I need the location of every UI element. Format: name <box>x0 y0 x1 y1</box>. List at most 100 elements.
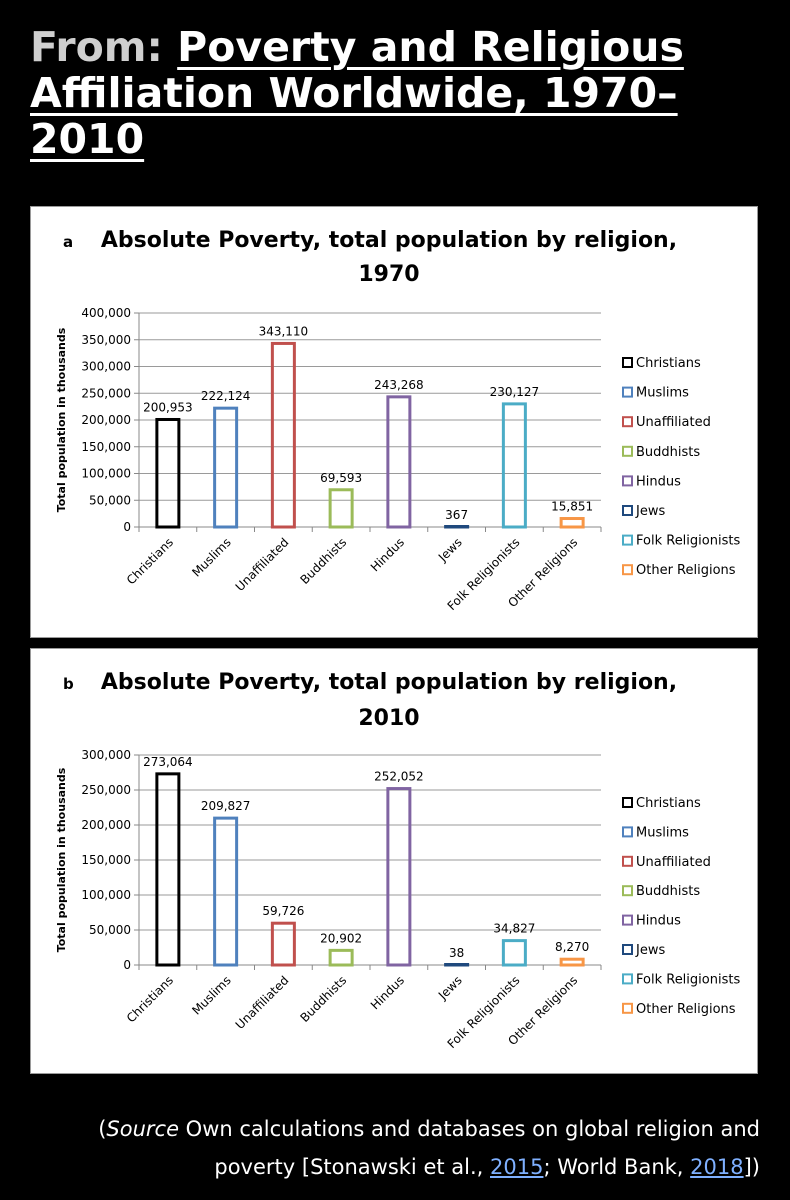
chart-a-svg: a Absolute Poverty, total population by r… <box>55 228 740 613</box>
legend-item: Christians <box>636 356 701 371</box>
y-tick-label: 250,000 <box>81 386 131 400</box>
y-tick-label: 50,000 <box>89 493 131 507</box>
y-tick-label: 100,000 <box>81 888 131 902</box>
bar-muslims <box>213 816 239 967</box>
caption-open: ( <box>98 1117 107 1141</box>
data-label: 243,268 <box>374 378 424 392</box>
legend-swatch <box>622 1002 633 1014</box>
legend-swatch <box>622 973 633 985</box>
legend-swatch <box>622 914 633 926</box>
y-tick-label: 50,000 <box>89 923 131 937</box>
data-label: 20,902 <box>320 931 362 945</box>
x-tick-label: Hindus <box>368 973 407 1012</box>
x-tick-label: Christians <box>124 973 176 1025</box>
data-label: 343,110 <box>259 324 309 338</box>
panel-label: a <box>63 233 73 251</box>
chart-title-line2: 2010 <box>358 706 419 731</box>
caption-text-1: Own calculations and databases on global… <box>179 1117 760 1179</box>
y-tick-label: 200,000 <box>81 413 131 427</box>
data-label: 209,827 <box>201 799 251 813</box>
legend-swatch <box>622 797 633 808</box>
legend-item: Other Religions <box>636 1002 736 1017</box>
y-tick-label: 300,000 <box>81 360 131 374</box>
bar-christians <box>155 417 181 529</box>
bar-hindus <box>386 395 412 529</box>
y-tick-label: 250,000 <box>81 783 131 797</box>
x-tick-label: Jews <box>435 535 465 565</box>
legend-item: Hindus <box>636 914 681 929</box>
chart-title-line1: Absolute Poverty, total population by re… <box>101 228 677 253</box>
legend-swatch <box>622 826 633 838</box>
y-tick-label: 0 <box>123 958 131 972</box>
figure-caption: (Source Own calculations and databases o… <box>30 1110 760 1186</box>
legend-item: Jews <box>635 504 665 519</box>
data-label: 273,064 <box>143 755 193 769</box>
chart-panel-b: b Absolute Poverty, total population by r… <box>30 648 758 1074</box>
legend-item: Christians <box>636 796 701 811</box>
x-tick-label: Unaffiliated <box>233 535 292 594</box>
y-tick-label: 0 <box>123 520 131 534</box>
data-label: 59,726 <box>262 904 304 918</box>
reference-link-2015[interactable]: 2015 <box>490 1155 544 1179</box>
legend-swatch <box>622 885 633 897</box>
legend-item: Folk Religionists <box>636 972 740 987</box>
x-tick-label: Christians <box>124 535 176 587</box>
y-axis-label: Total population in thousands <box>55 767 68 952</box>
bar-other-religions <box>559 957 585 967</box>
y-tick-label: 100,000 <box>81 467 131 481</box>
bar-buddhists <box>328 948 354 967</box>
y-tick-label: 150,000 <box>81 853 131 867</box>
data-label: 367 <box>445 508 468 522</box>
y-tick-label: 350,000 <box>81 333 131 347</box>
data-label: 38 <box>449 946 464 960</box>
y-tick-label: 150,000 <box>81 440 131 454</box>
x-tick-label: Buddhists <box>297 973 349 1025</box>
page-header: From: Poverty and Religious Affiliation … <box>30 24 760 162</box>
legend-item: Muslims <box>636 386 689 401</box>
chart-title-line1: Absolute Poverty, total population by re… <box>101 670 677 695</box>
data-label: 34,827 <box>493 922 535 936</box>
bar-christians <box>155 772 181 967</box>
article-title-link[interactable]: Poverty and Religious Affiliation Worldw… <box>30 23 684 163</box>
data-label: 200,953 <box>143 400 193 414</box>
legend-swatch <box>622 416 633 428</box>
legend-swatch <box>622 445 633 457</box>
legend-item: Other Religions <box>636 563 736 578</box>
legend-swatch <box>622 534 633 546</box>
legend-item: Folk Religionists <box>636 534 740 549</box>
legend-swatch <box>622 855 633 867</box>
chart-b-svg: b Absolute Poverty, total population by r… <box>55 670 740 1051</box>
legend-item: Unaffiliated <box>636 415 711 430</box>
x-tick-label: Muslims <box>189 973 233 1017</box>
bar-jews <box>444 963 470 967</box>
legend-swatch <box>622 357 633 368</box>
bar-buddhists <box>328 488 354 529</box>
legend-item: Muslims <box>636 825 689 840</box>
bar-muslims <box>213 406 239 529</box>
data-label: 230,127 <box>490 385 540 399</box>
legend-swatch <box>622 505 633 516</box>
legend-item: Jews <box>635 943 665 958</box>
reference-link-2018[interactable]: 2018 <box>690 1155 744 1179</box>
caption-text-2: ; World Bank, <box>543 1155 691 1179</box>
x-tick-label: Buddhists <box>297 535 349 587</box>
chart-panel-a: a Absolute Poverty, total population by r… <box>30 206 758 638</box>
data-label: 15,851 <box>551 500 593 514</box>
bar-folk-religionists <box>501 402 527 529</box>
legend-swatch <box>622 944 633 955</box>
x-tick-label: Unaffiliated <box>233 973 292 1032</box>
chart-title-line2: 1970 <box>358 262 419 287</box>
legend-item: Buddhists <box>636 884 700 899</box>
y-tick-label: 200,000 <box>81 818 131 832</box>
legend-swatch <box>622 386 633 398</box>
legend-swatch <box>622 475 633 487</box>
x-tick-label: Hindus <box>368 535 407 574</box>
legend-item: Buddhists <box>636 445 700 460</box>
caption-source-word: Source <box>106 1117 179 1141</box>
y-tick-label: 400,000 <box>81 306 131 320</box>
y-tick-label: 300,000 <box>81 748 131 762</box>
x-tick-label: Jews <box>435 973 465 1003</box>
bar-unaffiliated <box>270 921 296 967</box>
x-tick-label: Muslims <box>189 535 233 579</box>
header-prefix: From: <box>30 23 163 71</box>
